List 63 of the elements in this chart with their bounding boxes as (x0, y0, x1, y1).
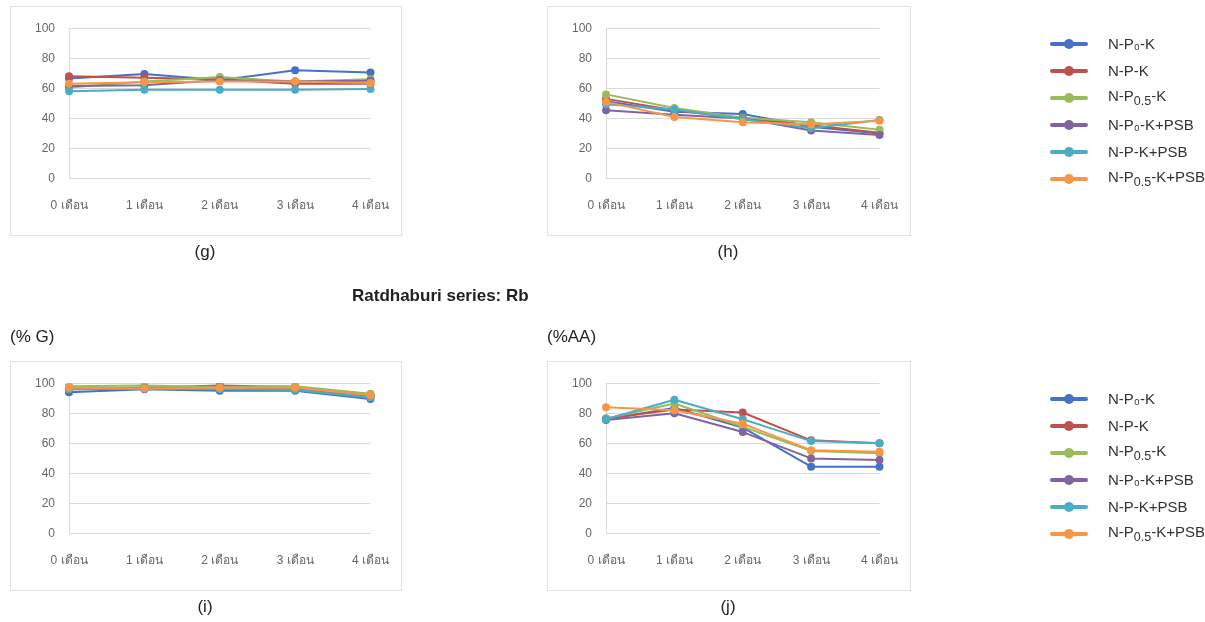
y-tick-label: 0 (48, 170, 56, 185)
text: (i) (196, 597, 214, 617)
text: (h) (716, 242, 740, 262)
x-tick-label: 3 เดือน (276, 198, 314, 213)
legend-label: N-P-K (1108, 62, 1149, 79)
y-tick-label: 100 (571, 20, 593, 35)
x-tick-label: 3 เดือน (792, 553, 830, 568)
y-tick-label: 0 (585, 525, 593, 540)
text: Ratdhaburi series: Rb (352, 286, 529, 306)
y-tick-label: 20 (578, 495, 593, 510)
x-tick-label: 2 เดือน (724, 553, 762, 568)
legend-label: N-P-K+PSB (1108, 143, 1188, 160)
y-tick-label: 40 (41, 110, 56, 125)
y-tick-label: 80 (578, 405, 593, 420)
text: (j) (719, 597, 737, 617)
legend-label: N-P-K+PSB (1108, 498, 1188, 515)
y-tick-label: 0 (585, 170, 593, 185)
y-tick-label: 40 (578, 110, 593, 125)
x-tick-label: 0 เดือน (50, 553, 88, 568)
y-tick-label: 60 (578, 80, 593, 95)
y-tick-label: 100 (34, 20, 56, 35)
y-tick-label: 80 (578, 50, 593, 65)
x-tick-label: 1 เดือน (125, 553, 163, 568)
x-tick-label: 0 เดือน (587, 198, 625, 213)
x-tick-label: 0 เดือน (587, 553, 625, 568)
legend-label: N-P$_{0.5}$-K (1108, 87, 1167, 108)
x-tick-label: 0 เดือน (50, 198, 88, 213)
y-tick-label: 0 (48, 525, 56, 540)
legend-label: N-P-K (1108, 417, 1149, 434)
y-tick-label: 40 (578, 465, 593, 480)
x-tick-label: 4 เดือน (351, 198, 389, 213)
legend-label: N-P$_{0.5}$-K+PSB (1108, 523, 1205, 544)
legend-label: N-P₀-K+PSB (1108, 116, 1194, 133)
x-tick-label: 1 เดือน (655, 198, 693, 213)
legend-label: N-P$_{0.5}$-K (1108, 442, 1167, 463)
y-tick-label: 40 (41, 465, 56, 480)
x-tick-label: 2 เดือน (201, 198, 239, 213)
x-tick-label: 3 เดือน (792, 198, 830, 213)
x-tick-label: 4 เดือน (860, 198, 898, 213)
x-tick-label: 4 เดือน (860, 553, 898, 568)
y-tick-label: 20 (41, 140, 56, 155)
x-tick-label: 2 เดือน (724, 198, 762, 213)
x-tick-label: 1 เดือน (655, 553, 693, 568)
text: (g) (193, 242, 217, 262)
y-tick-label: 100 (34, 375, 56, 390)
y-tick-label: 20 (41, 495, 56, 510)
y-tick-label: 20 (578, 140, 593, 155)
y-tick-label: 100 (571, 375, 593, 390)
legend-label: N-P₀-K (1108, 390, 1156, 407)
y-tick-label: 60 (41, 80, 56, 95)
legend-label: N-P₀-K+PSB (1108, 471, 1194, 488)
x-tick-label: 1 เดือน (125, 198, 163, 213)
legend-label: N-P₀-K (1108, 35, 1156, 52)
y-axis-title: (%AA) (547, 327, 597, 347)
y-tick-label: 80 (41, 50, 56, 65)
legend-label: N-P$_{0.5}$-K+PSB (1108, 168, 1205, 189)
x-tick-label: 4 เดือน (351, 553, 389, 568)
y-tick-label: 80 (41, 405, 56, 420)
y-tick-label: 60 (578, 435, 593, 450)
x-tick-label: 2 เดือน (201, 553, 239, 568)
x-tick-label: 3 เดือน (276, 553, 314, 568)
y-axis-title: (% G) (10, 327, 55, 347)
y-tick-label: 60 (41, 435, 56, 450)
